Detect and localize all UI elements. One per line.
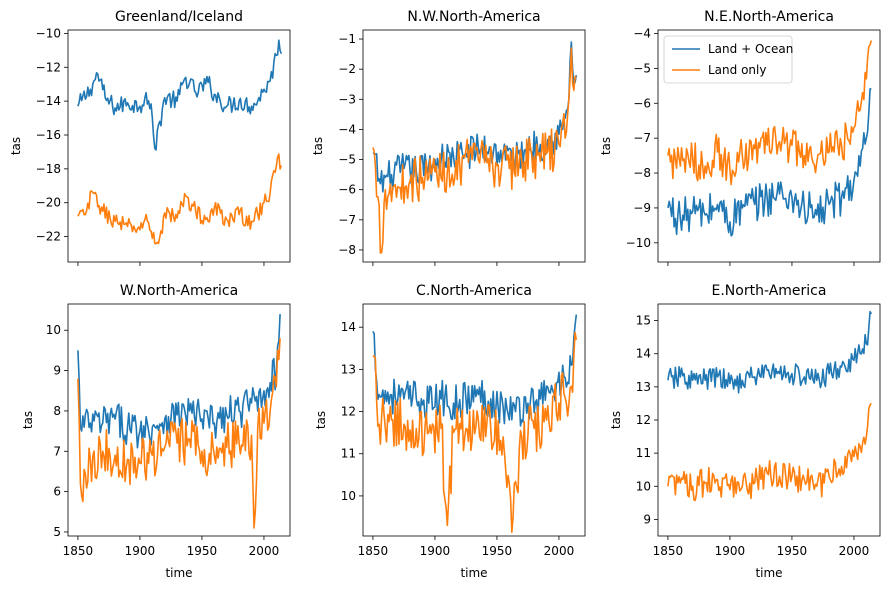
x-tick-label: 1850	[63, 544, 94, 558]
y-axis-label: tas	[609, 411, 623, 429]
series-line-land-only	[667, 40, 873, 186]
y-tick-label: −4	[633, 26, 651, 40]
y-tick-label: −18	[36, 162, 61, 176]
series-line-land-ocean	[77, 314, 281, 449]
y-tick-label: 7	[53, 444, 61, 458]
x-tick-label: 2000	[249, 544, 280, 558]
x-tick-label: 2000	[544, 544, 575, 558]
y-tick-label: 12	[636, 413, 651, 427]
legend-label-land-ocean: Land + Ocean	[708, 42, 793, 56]
plot-frame	[657, 29, 881, 263]
y-tick-label: −6	[338, 183, 356, 197]
panel-nw-north-america: N.W.North-America −8 −7 −6 −5 −4 −3 −2 −1 tas	[311, 9, 586, 266]
legend-box	[663, 35, 793, 84]
legend: Land + Ocean Land only	[663, 35, 793, 84]
y-tick-label: −3	[338, 92, 356, 106]
y-tick-label: 9	[643, 512, 651, 526]
y-tick-label: −22	[36, 230, 61, 244]
series-line-land-ocean	[667, 310, 873, 394]
y-tick-label: 10	[341, 489, 356, 503]
y-axis-label: tas	[314, 411, 328, 429]
series-line-land-ocean	[667, 88, 872, 237]
y-tick-label: 13	[341, 362, 356, 376]
panel-title: Greenland/Iceland	[115, 9, 243, 25]
x-tick-label: 1850	[358, 544, 389, 558]
y-tick-label: −7	[633, 131, 651, 145]
y-axis-label: tas	[9, 137, 23, 155]
x-tick-label: 1850	[653, 544, 684, 558]
y-tick-label: −10	[36, 26, 61, 40]
y-tick-label: 11	[341, 447, 356, 461]
y-tick-label: 8	[53, 404, 61, 418]
x-tick-label: 1950	[482, 544, 513, 558]
y-axis-label: tas	[21, 411, 35, 429]
y-tick-label: 14	[636, 347, 651, 361]
y-tick-label: 5	[53, 525, 61, 539]
y-tick-label: −1	[338, 32, 356, 46]
series-line-land-only	[372, 47, 577, 254]
series-line-land-only	[372, 331, 578, 533]
y-tick-label: 11	[636, 446, 651, 460]
y-tick-label: −8	[633, 166, 651, 180]
panel-title: E.North-America	[712, 283, 827, 299]
panel-title: N.E.North-America	[704, 9, 834, 25]
series-line-land-only	[77, 153, 283, 245]
x-tick-label: 1900	[420, 544, 451, 558]
panel-ne-north-america: N.E.North-America −10 −9 −8 −7 −6 −5 −4 tas La…	[599, 9, 881, 266]
panel-title: C.North-America	[416, 283, 532, 299]
y-tick-label: −16	[36, 128, 61, 142]
y-tick-label: 10	[636, 479, 651, 493]
x-tick-label: 2000	[839, 544, 870, 558]
panel-c-north-america: C.North-America 10 11 12 13 14 1850 1900 1950 2…	[314, 283, 586, 580]
y-tick-label: −9	[633, 201, 651, 215]
y-tick-label: 6	[53, 485, 61, 499]
y-tick-label: 12	[341, 405, 356, 419]
panel-e-north-america: E.North-America 9 10 11 12 13 14 15 1850 1900 19…	[609, 283, 881, 580]
plot-frame	[67, 303, 291, 537]
y-tick-label: −2	[338, 62, 356, 76]
legend-label-land-only: Land only	[708, 63, 766, 77]
y-tick-label: −5	[633, 61, 651, 75]
series-line-land-only	[667, 402, 872, 502]
y-tick-label: −6	[633, 96, 651, 110]
y-tick-label: −8	[338, 243, 356, 257]
plot-frame	[362, 29, 586, 263]
y-tick-label: −5	[338, 153, 356, 167]
y-tick-label: 13	[636, 380, 651, 394]
series-line-land-only	[77, 338, 281, 529]
x-axis-label: time	[165, 566, 192, 580]
x-tick-label: 1950	[777, 544, 808, 558]
plot-frame	[67, 29, 291, 263]
y-tick-label: 10	[46, 323, 61, 337]
y-axis-label: tas	[311, 137, 325, 155]
series-line-land-ocean	[372, 314, 578, 427]
y-tick-label: −14	[36, 94, 61, 108]
y-tick-label: −7	[338, 213, 356, 227]
x-tick-label: 1900	[125, 544, 156, 558]
series-line-land-ocean	[372, 41, 578, 193]
y-tick-label: −4	[338, 122, 356, 136]
x-tick-label: 1950	[187, 544, 218, 558]
y-tick-label: −20	[36, 196, 61, 210]
y-axis-label: tas	[599, 137, 613, 155]
panel-title: N.W.North-America	[407, 9, 540, 25]
y-tick-label: −10	[626, 236, 651, 250]
y-tick-label: −12	[36, 60, 61, 74]
panel-greenland-iceland: Greenland/Iceland −22−20−18−16−14−12−10 …	[9, 9, 291, 266]
series-line-land-ocean	[77, 39, 283, 151]
panel-w-north-america: W.North-America 5 6 7 8 9 10 1850 1900 1950 2000…	[21, 283, 291, 580]
plot-frame	[362, 303, 586, 537]
x-axis-label: time	[460, 566, 487, 580]
y-tick-label: 15	[636, 314, 651, 328]
panel-title: W.North-America	[120, 283, 238, 299]
y-tick-label: 9	[53, 364, 61, 378]
x-axis-label: time	[755, 566, 782, 580]
plot-frame	[657, 303, 881, 537]
x-tick-label: 1900	[715, 544, 746, 558]
y-tick-label: 14	[341, 320, 356, 334]
